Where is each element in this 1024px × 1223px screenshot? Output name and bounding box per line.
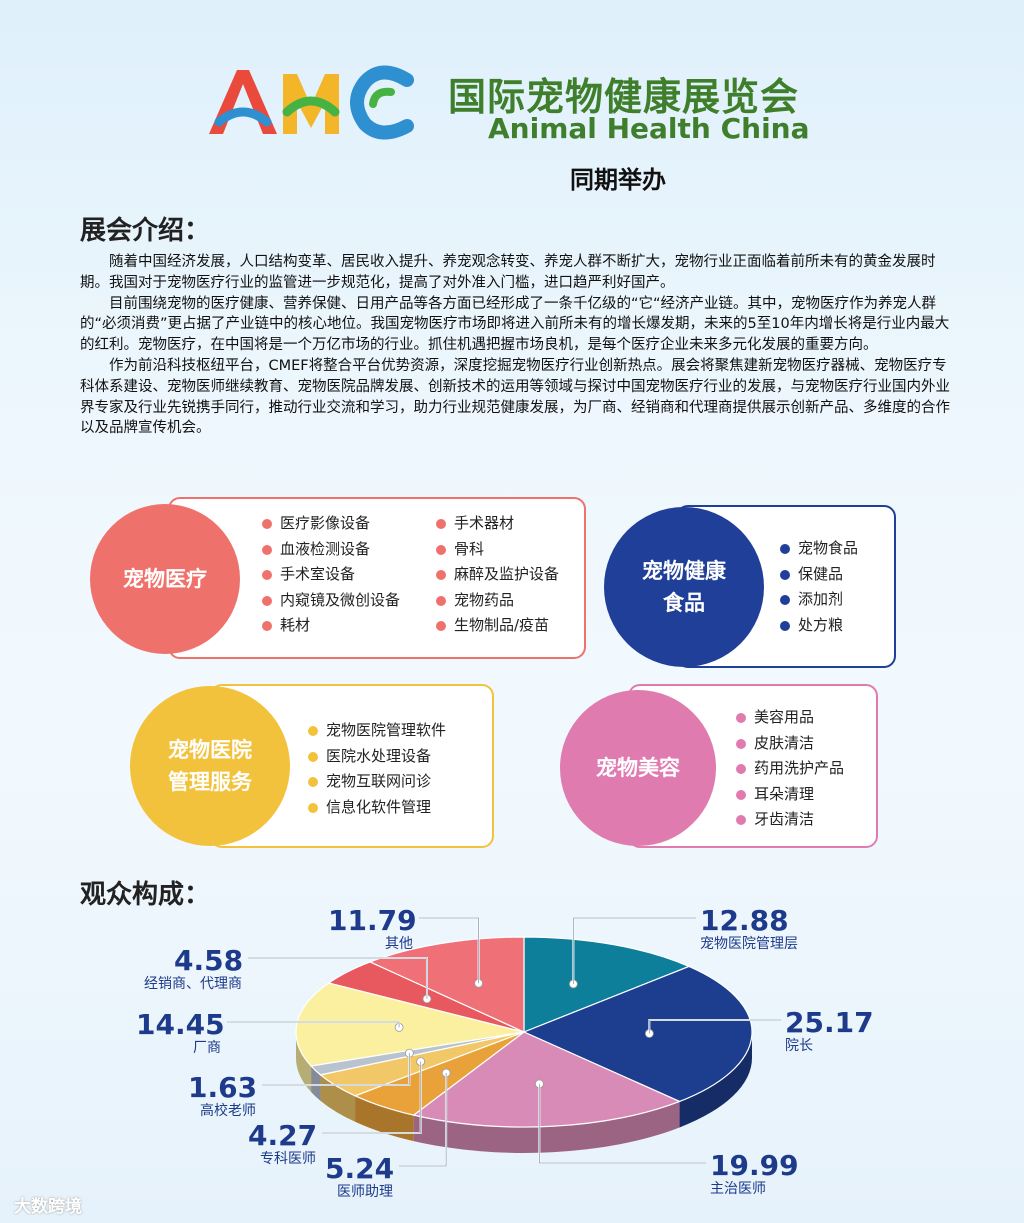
callout-line <box>538 1083 706 1164</box>
list-item: 药用洗护产品 <box>736 756 844 782</box>
data-label-value: 1.63 <box>188 1071 257 1104</box>
list-item: 生物制品/疫苗 <box>436 613 559 639</box>
expo-title-en: Animal Health China <box>488 112 810 145</box>
list-item: 医院水处理设备 <box>308 744 446 770</box>
intro-paragraph: 目前围绕宠物的医疗健康、营养保健、日用产品等各方面已经形成了一条千亿级的“它“经… <box>80 295 950 354</box>
callout-line <box>572 917 696 984</box>
intro-paragraph: 随着中国经济发展，人口结构变革、居民收入提升、养宠观念转变、养宠人群不断扩大，宠… <box>80 254 936 291</box>
data-label-value: 12.88 <box>700 904 789 937</box>
list-item: 保健品 <box>780 562 858 588</box>
food-title-line1: 宠物健康 <box>642 559 726 583</box>
medical-title: 宠物医疗 <box>123 567 207 591</box>
beauty-list: 美容用品 皮肤清洁 药用洗护产品 耳朵清理 牙齿清洁 <box>736 705 844 833</box>
list-item: 美容用品 <box>736 705 844 731</box>
list-item: 宠物医院管理软件 <box>308 718 446 744</box>
callout-line <box>262 1053 410 1086</box>
callout-line <box>248 957 428 999</box>
hospital-title-line1: 宠物医院 <box>168 738 252 762</box>
pie-slice <box>412 1031 682 1128</box>
pie-slice-side <box>320 1074 356 1122</box>
pie-slice-side <box>413 1101 680 1153</box>
list-item: 手术室设备 <box>262 562 400 588</box>
list-item: 宠物互联网问诊 <box>308 769 446 795</box>
data-label-value: 4.27 <box>248 1119 317 1152</box>
callout-line <box>227 1021 400 1028</box>
list-item: 血液检测设备 <box>262 537 400 563</box>
list-item: 信息化软件管理 <box>308 795 446 821</box>
pie-slice <box>522 965 753 1103</box>
pie-slice-side <box>355 1095 414 1142</box>
callout-line <box>399 1072 447 1167</box>
list-item: 手术器材 <box>436 511 559 537</box>
list-item: 耳朵清理 <box>736 782 844 808</box>
hospital-list: 宠物医院管理软件 医院水处理设备 宠物互联网问诊 信息化软件管理 <box>308 718 446 820</box>
data-label-value: 4.58 <box>174 944 243 977</box>
medical-list-1: 医疗影像设备 血液检测设备 手术室设备 内窥镜及微创设备 耗材 <box>262 511 400 639</box>
intro-heading: 展会介绍： <box>80 216 211 246</box>
callout-line <box>419 917 480 984</box>
list-item: 骨科 <box>436 537 559 563</box>
intro-paragraph: 作为前沿科技枢纽平台，CMEF将整合平台优势资源，深度挖掘宠物医疗行业创新热点。… <box>80 357 950 437</box>
beauty-title: 宠物美容 <box>596 756 680 780</box>
list-item: 牙齿清洁 <box>736 807 844 833</box>
intro-text: 随着中国经济发展，人口结构变革、居民收入提升、养宠观念转变、养宠人群不断扩大，宠… <box>80 252 956 439</box>
expo-title-cn: 国际宠物健康展览会 <box>448 75 800 119</box>
data-label-value: 5.24 <box>325 1152 394 1185</box>
medical-category-bubble: 宠物医疗 <box>90 504 240 654</box>
pie-slice <box>295 982 525 1067</box>
pie-slice <box>523 936 691 1033</box>
data-label-category: 高校老师 <box>200 1102 256 1119</box>
list-item: 麻醉及监护设备 <box>436 562 559 588</box>
medical-list-2: 手术器材 骨科 麻醉及监护设备 宠物药品 生物制品/疫苗 <box>436 511 559 639</box>
data-label-category: 经销商、代理商 <box>144 976 242 992</box>
hospital-title-line2: 管理服务 <box>168 770 252 794</box>
data-label-value: 19.99 <box>710 1149 799 1182</box>
data-label-category: 其他 <box>385 936 413 952</box>
pie-slice-side <box>296 1032 312 1092</box>
pie-slice-side <box>679 1032 752 1128</box>
pie-slice-side <box>311 1065 321 1101</box>
callout-line <box>648 1019 781 1034</box>
data-label-value: 11.79 <box>328 904 417 937</box>
cohost-label: 同期举办 <box>570 166 666 194</box>
list-item: 宠物食品 <box>780 536 858 562</box>
list-item: 皮肤清洁 <box>736 731 844 757</box>
data-label-category: 厂商 <box>193 1040 221 1056</box>
food-category-bubble: 宠物健康 食品 <box>604 507 764 667</box>
callout-line <box>322 1061 422 1134</box>
data-label-category: 院长 <box>785 1038 813 1054</box>
list-item: 医疗影像设备 <box>262 511 400 537</box>
data-label-category: 医师助理 <box>337 1184 393 1200</box>
data-label-category: 宠物医院管理层 <box>700 936 798 952</box>
list-item: 宠物药品 <box>436 588 559 614</box>
data-label-category: 专科医师 <box>260 1151 316 1167</box>
food-list: 宠物食品 保健品 添加剂 处方粮 <box>780 536 858 638</box>
list-item: 内窥镜及微创设备 <box>262 588 400 614</box>
list-item: 耗材 <box>262 613 400 639</box>
beauty-category-bubble: 宠物美容 <box>560 690 716 846</box>
ahc-logo <box>209 65 414 140</box>
watermark: 大数跨境 <box>14 1197 82 1217</box>
audience-heading: 观众构成： <box>80 880 211 910</box>
hospital-category-bubble: 宠物医院 管理服务 <box>130 686 290 846</box>
food-title-line2: 食品 <box>663 591 705 615</box>
data-label-value: 25.17 <box>785 1006 874 1039</box>
data-label-category: 主治医师 <box>710 1181 766 1197</box>
list-item: 添加剂 <box>780 587 858 613</box>
list-item: 处方粮 <box>780 613 858 639</box>
data-label-value: 14.45 <box>136 1008 225 1041</box>
